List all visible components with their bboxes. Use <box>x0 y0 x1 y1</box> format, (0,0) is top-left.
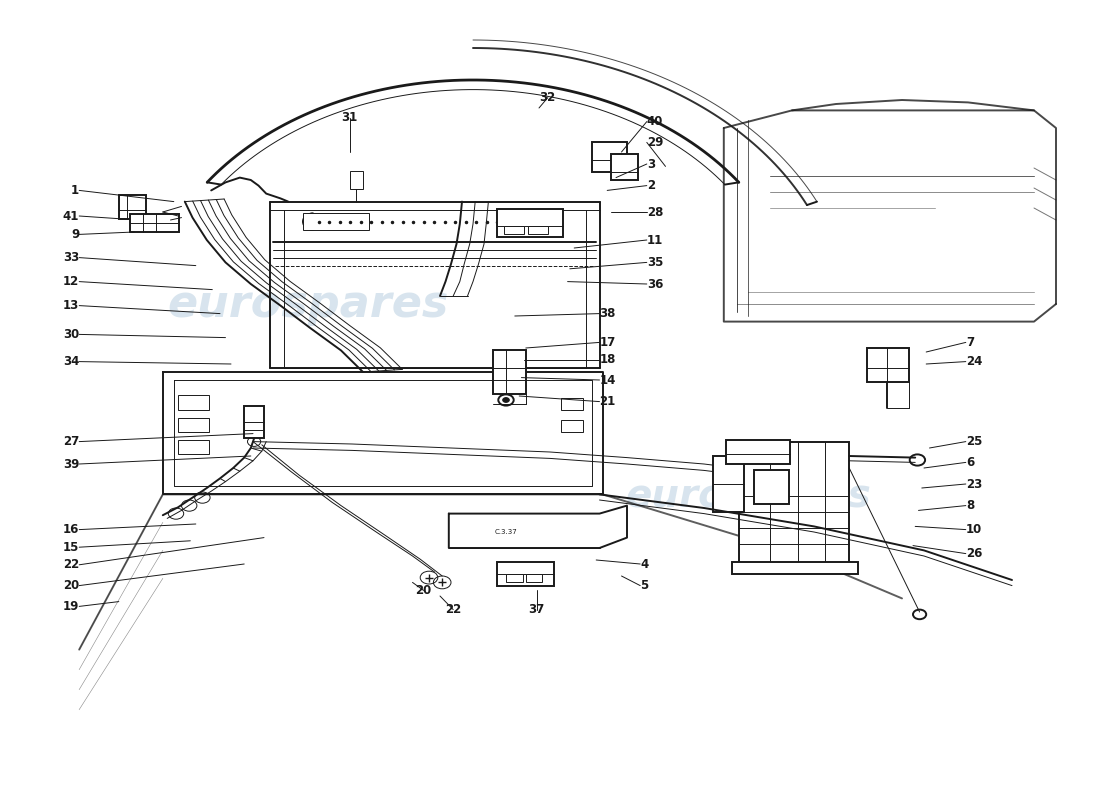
FancyBboxPatch shape <box>119 195 146 219</box>
FancyBboxPatch shape <box>497 209 563 237</box>
Text: 22: 22 <box>446 603 461 616</box>
Text: 34: 34 <box>63 355 79 368</box>
Circle shape <box>768 489 774 494</box>
FancyBboxPatch shape <box>592 142 627 172</box>
FancyBboxPatch shape <box>497 562 554 586</box>
Text: 30: 30 <box>63 328 79 341</box>
Text: eurospares: eurospares <box>625 477 871 515</box>
FancyBboxPatch shape <box>504 226 524 234</box>
FancyBboxPatch shape <box>178 440 209 454</box>
FancyBboxPatch shape <box>732 562 858 574</box>
Text: 24: 24 <box>966 355 982 368</box>
FancyBboxPatch shape <box>726 440 790 464</box>
Text: 6: 6 <box>966 456 975 469</box>
Text: 18: 18 <box>600 354 616 366</box>
FancyBboxPatch shape <box>178 395 209 410</box>
Text: 32: 32 <box>540 91 556 104</box>
FancyBboxPatch shape <box>526 574 542 582</box>
Text: 13: 13 <box>63 299 79 312</box>
Text: 14: 14 <box>600 374 616 386</box>
Text: 39: 39 <box>63 458 79 470</box>
FancyBboxPatch shape <box>302 213 368 230</box>
Text: 4: 4 <box>640 558 648 570</box>
Text: 35: 35 <box>647 256 663 269</box>
Text: 25: 25 <box>966 435 982 448</box>
FancyBboxPatch shape <box>739 442 849 566</box>
Text: 15: 15 <box>63 541 79 554</box>
Text: 27: 27 <box>63 435 79 448</box>
Text: 36: 36 <box>647 278 663 290</box>
FancyBboxPatch shape <box>244 406 264 438</box>
Text: 12: 12 <box>63 275 79 288</box>
FancyBboxPatch shape <box>493 350 526 394</box>
Text: 40: 40 <box>647 115 663 128</box>
FancyBboxPatch shape <box>561 420 583 432</box>
Text: 9: 9 <box>70 228 79 241</box>
Circle shape <box>503 398 509 402</box>
Text: 17: 17 <box>600 336 616 349</box>
FancyBboxPatch shape <box>867 348 909 382</box>
Text: 5: 5 <box>640 579 648 592</box>
Text: 37: 37 <box>529 603 544 616</box>
Text: 2: 2 <box>647 179 654 192</box>
Text: 20: 20 <box>416 584 431 597</box>
FancyBboxPatch shape <box>754 470 789 504</box>
Text: eurospares: eurospares <box>167 282 449 326</box>
FancyBboxPatch shape <box>350 171 363 189</box>
Text: 28: 28 <box>647 206 663 218</box>
FancyBboxPatch shape <box>610 154 638 180</box>
Text: 1: 1 <box>72 184 79 197</box>
Text: 20: 20 <box>63 579 79 592</box>
Text: 7: 7 <box>966 336 974 349</box>
Text: 33: 33 <box>63 251 79 264</box>
Text: 8: 8 <box>966 499 975 512</box>
Text: C.3.37: C.3.37 <box>495 529 517 535</box>
Text: 21: 21 <box>600 395 616 408</box>
Text: 38: 38 <box>600 307 616 320</box>
Text: 16: 16 <box>63 523 79 536</box>
Text: 31: 31 <box>342 111 358 124</box>
Text: 26: 26 <box>966 547 982 560</box>
FancyBboxPatch shape <box>528 226 548 234</box>
FancyBboxPatch shape <box>130 214 179 232</box>
Text: 23: 23 <box>966 478 982 490</box>
Text: 3: 3 <box>647 158 654 170</box>
FancyBboxPatch shape <box>713 456 744 512</box>
Text: 10: 10 <box>966 523 982 536</box>
Text: 41: 41 <box>63 210 79 222</box>
FancyBboxPatch shape <box>178 418 209 432</box>
Text: 11: 11 <box>647 234 663 246</box>
Text: 19: 19 <box>63 600 79 613</box>
FancyBboxPatch shape <box>506 574 522 582</box>
FancyBboxPatch shape <box>561 398 583 410</box>
Text: 29: 29 <box>647 136 663 149</box>
Text: 22: 22 <box>63 558 79 571</box>
